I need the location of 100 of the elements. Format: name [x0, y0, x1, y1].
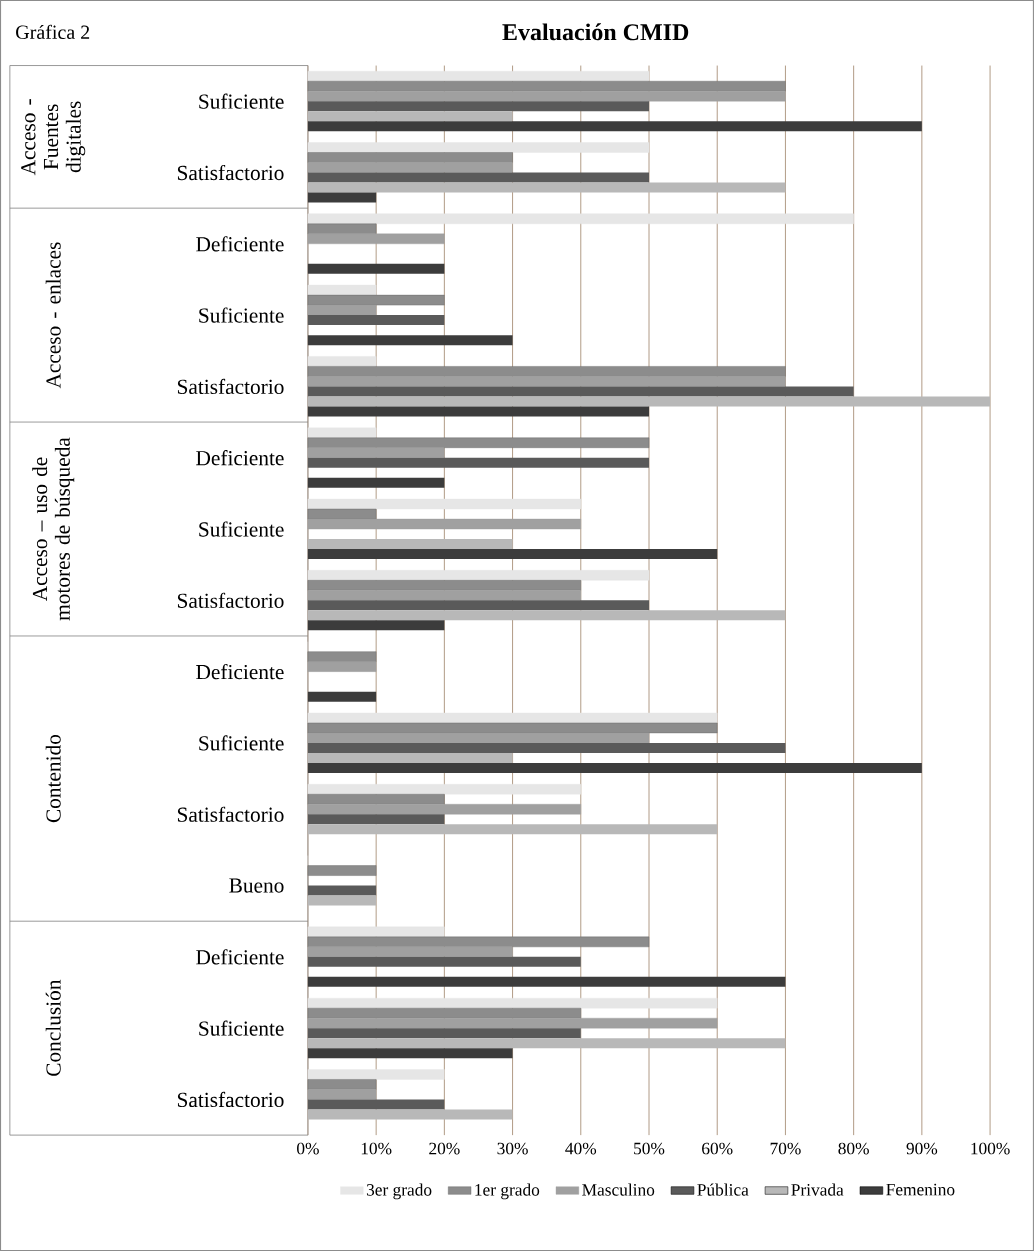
bar [307, 233, 445, 245]
bar [307, 895, 377, 906]
bar [307, 549, 718, 560]
bar [307, 508, 377, 520]
bar [307, 284, 377, 296]
y-tick-label: Deficiente [196, 236, 284, 252]
bar [307, 182, 786, 193]
y-tick-label: Satisfactorio [177, 378, 284, 395]
bar [307, 1109, 513, 1120]
bar [307, 223, 377, 235]
bar [307, 539, 513, 550]
bar [307, 518, 582, 530]
bar [307, 794, 445, 805]
bar [307, 192, 377, 203]
legend-label: Pública [697, 1183, 749, 1196]
bar [307, 814, 445, 825]
bar [307, 91, 786, 102]
y-tick-label: Deficiente [196, 450, 284, 466]
y-tick-label: Bueno [229, 878, 284, 893]
y-tick-label: Suficiente [199, 307, 284, 323]
bar [307, 386, 854, 397]
x-tick-label: 20% [429, 1142, 460, 1155]
bar [307, 651, 377, 662]
legend-label: Privada [791, 1183, 844, 1196]
text: Acceso - Fuentes digitales [21, 99, 86, 176]
y-tick-label: Satisfactorio [177, 592, 284, 608]
legend-label: Masculino [582, 1183, 655, 1196]
text: Acceso – uso de motores de búsqueda [32, 437, 75, 621]
text: Contenido [45, 734, 61, 823]
bar [307, 610, 786, 621]
bar [307, 824, 718, 835]
bar [307, 101, 650, 112]
bar [307, 936, 650, 948]
bar [307, 752, 513, 763]
bar [307, 376, 786, 387]
y-tick-label: Suficiente [199, 93, 284, 109]
bar [307, 926, 445, 938]
bar [307, 427, 377, 438]
bar [307, 1048, 513, 1059]
bar [307, 590, 582, 601]
y-tick-label: Deficiente [196, 664, 284, 680]
bar [307, 570, 650, 581]
bar [307, 162, 513, 173]
legend-label: 1er grado [475, 1183, 540, 1200]
y-tick-label: Suficiente [199, 521, 284, 537]
bar [307, 865, 377, 876]
y-tick-label: Satisfactorio [177, 164, 284, 181]
bar [307, 366, 786, 377]
bar [307, 396, 991, 407]
x-tick-label: 10% [361, 1142, 392, 1155]
bar [307, 121, 922, 132]
bar [307, 1089, 377, 1100]
legend-label: 3er grado [366, 1183, 432, 1200]
x-tick-label: 0% [297, 1142, 319, 1155]
bar [307, 784, 582, 795]
bar [307, 263, 445, 274]
bar [307, 71, 650, 82]
bar [307, 1099, 445, 1110]
y-tick-label: Deficiente [196, 949, 284, 965]
text: Gráfica 2 [16, 24, 90, 39]
bar [307, 477, 445, 488]
y-tick-label: Satisfactorio [177, 1091, 284, 1108]
bar [307, 1069, 445, 1080]
bar [307, 732, 650, 744]
y-tick-label: Suficiente [199, 735, 284, 751]
bar [307, 406, 650, 417]
text: Acceso - enlaces [45, 242, 61, 389]
x-tick-label: 90% [906, 1142, 938, 1155]
x-tick-label: 80% [838, 1142, 869, 1155]
legend-label: Femenino [886, 1183, 955, 1196]
bar [307, 356, 377, 367]
chart-title: Evaluación CMID [502, 23, 689, 41]
bar [307, 946, 513, 958]
bar [307, 1079, 377, 1090]
bar [307, 885, 377, 896]
bar [307, 722, 718, 734]
bar [307, 304, 377, 316]
y-tick-label: Suficiente [199, 1020, 284, 1036]
bar [307, 213, 854, 225]
bar [307, 661, 377, 672]
bar [307, 335, 513, 346]
bar [307, 152, 513, 163]
bar [307, 742, 786, 753]
bar [307, 804, 582, 815]
text: Conclusión [45, 979, 61, 1076]
bar [307, 142, 650, 153]
bar [307, 956, 581, 967]
y-tick-label: Satisfactorio [177, 806, 284, 822]
bar [307, 691, 377, 702]
x-tick-label: 60% [702, 1142, 733, 1155]
bar [307, 294, 445, 306]
bar [307, 762, 922, 773]
bar [307, 498, 582, 510]
bar [307, 447, 445, 458]
bar [307, 620, 445, 631]
bar [307, 1017, 718, 1029]
x-tick-label: 40% [565, 1142, 597, 1155]
bar [307, 457, 650, 468]
bar [307, 580, 582, 591]
x-tick-label: 30% [497, 1142, 528, 1155]
